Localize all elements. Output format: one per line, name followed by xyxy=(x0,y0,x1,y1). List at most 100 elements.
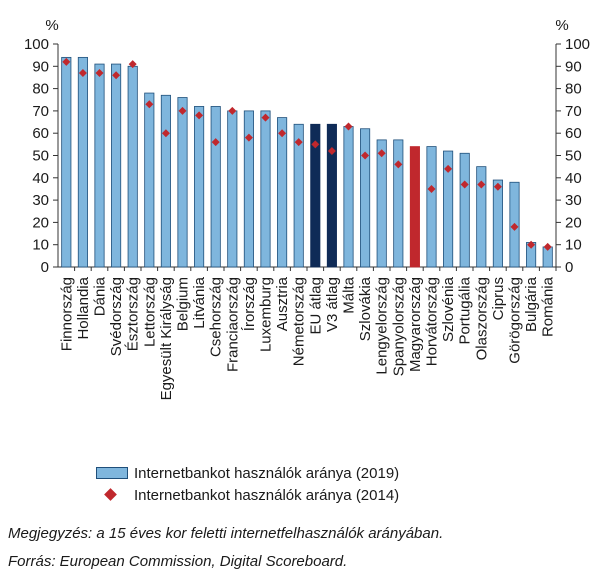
bar xyxy=(94,63,105,268)
marker xyxy=(178,106,187,115)
marker xyxy=(112,71,121,80)
bar xyxy=(393,139,404,268)
y-tick-label-right: 10 xyxy=(565,237,582,254)
bar-chart: % % 0 0 10 10 20 20 30 30 40 40 50 50 60 60 70 70 80 80 90 90… xyxy=(24,17,590,400)
y-tick-label-right: 90 xyxy=(565,58,582,75)
bar xyxy=(426,146,437,268)
y-tick-label-left: 70 xyxy=(32,103,49,120)
axes-layer xyxy=(53,43,561,271)
y-tick-label-left: 60 xyxy=(32,125,49,142)
marker xyxy=(444,164,453,173)
marker xyxy=(278,129,287,138)
marker xyxy=(78,68,87,77)
y-tick-label-right: 0 xyxy=(565,259,573,276)
x-tick-label: Lengyelország xyxy=(374,277,391,375)
marker xyxy=(294,138,303,147)
marker xyxy=(311,140,320,149)
bar xyxy=(111,63,122,268)
x-tick-label: Dánia xyxy=(92,276,109,316)
x-tick-label: Spanyolország xyxy=(390,277,407,376)
bar xyxy=(326,123,337,268)
y-tick-label-left: 0 xyxy=(41,259,49,276)
bar xyxy=(127,65,138,268)
marker xyxy=(211,138,220,147)
y-tick-label-left: 50 xyxy=(32,148,49,165)
bar xyxy=(260,110,271,268)
y-unit-right: % xyxy=(555,17,568,34)
x-tick-label: Hollandia xyxy=(75,276,92,339)
y-tick-label-right: 80 xyxy=(565,81,582,98)
legend-item-2019: Internetbankot használók aránya (2019) xyxy=(96,462,399,484)
bar xyxy=(194,106,205,268)
y-tick-label-left: 20 xyxy=(32,214,49,231)
y-tick-label-left: 90 xyxy=(32,58,49,75)
x-tick-label: Egyesült Királyság xyxy=(158,277,175,400)
x-tick-label: Csehország xyxy=(208,277,225,357)
y-tick-label-right: 100 xyxy=(565,36,590,53)
marker xyxy=(510,222,519,231)
bar xyxy=(210,106,221,268)
bar xyxy=(227,110,238,268)
labels-layer: % % 0 0 10 10 20 20 30 30 40 40 50 50 60 60 70 70 80 80 90 90… xyxy=(24,17,590,400)
y-tick-label-left: 80 xyxy=(32,81,49,98)
x-tick-label: Málta xyxy=(341,276,358,313)
notes: Megjegyzés: a 15 éves kor feletti intern… xyxy=(8,520,443,576)
x-tick-label: Írország xyxy=(241,277,258,331)
marker xyxy=(95,68,104,77)
marker xyxy=(527,240,536,249)
y-tick-label-right: 50 xyxy=(565,148,582,165)
source-text: Forrás: European Commission, Digital Sco… xyxy=(8,553,348,570)
y-unit-left: % xyxy=(45,17,58,34)
y-tick-label-right: 60 xyxy=(565,125,582,142)
bar xyxy=(360,128,371,268)
legend-label-2019: Internetbankot használók aránya (2019) xyxy=(134,464,400,482)
bar xyxy=(492,179,503,268)
marker xyxy=(161,129,170,138)
bars-layer xyxy=(61,56,553,268)
x-tick-label: Bulgária xyxy=(523,276,540,332)
bar xyxy=(277,117,288,268)
y-tick-label-right: 70 xyxy=(565,103,582,120)
legend-bar-swatch xyxy=(96,467,128,479)
x-tick-label: Olaszország xyxy=(473,277,490,360)
marker xyxy=(361,151,370,160)
x-tick-label: Németország xyxy=(291,277,308,366)
y-tick-label-left: 10 xyxy=(32,237,49,254)
x-tick-label: Magyarország xyxy=(407,277,424,372)
legend-item-2014: Internetbankot használók aránya (2014) xyxy=(96,484,399,506)
x-tick-label: Görögország xyxy=(507,277,524,364)
bar xyxy=(177,97,188,268)
marker xyxy=(344,122,353,131)
marker xyxy=(477,180,486,189)
bar xyxy=(77,56,88,268)
y-tick-label-left: 30 xyxy=(32,192,49,209)
marker xyxy=(460,180,469,189)
x-tick-label: Szlovénia xyxy=(440,276,457,342)
x-tick-label: Litvánia xyxy=(191,276,208,328)
x-tick-label: Ausztria xyxy=(274,276,291,331)
bar xyxy=(476,166,487,268)
x-tick-label: Svédország xyxy=(108,277,125,356)
x-tick-label: Luxemburg xyxy=(258,277,275,352)
bar xyxy=(144,92,155,268)
marker xyxy=(62,57,71,66)
marker xyxy=(377,149,386,158)
y-tick-label-right: 40 xyxy=(565,170,582,187)
x-tick-label: V3 átlag xyxy=(324,277,341,332)
x-tick-label: Románia xyxy=(540,276,557,337)
bar xyxy=(310,123,321,268)
bar xyxy=(459,152,470,268)
y-tick-label-left: 40 xyxy=(32,170,49,187)
bar xyxy=(343,126,354,268)
markers-layer xyxy=(62,57,552,251)
bar xyxy=(443,150,454,268)
marker xyxy=(427,184,436,193)
marker xyxy=(410,178,419,187)
y-tick-label-right: 30 xyxy=(565,192,582,209)
legend-label-2014: Internetbankot használók aránya (2014) xyxy=(134,486,400,504)
y-tick-label-left: 100 xyxy=(24,36,49,53)
marker xyxy=(327,147,336,156)
x-tick-label: Belgium xyxy=(175,277,192,331)
x-tick-label: Franciaország xyxy=(224,277,241,372)
y-tick-label-right: 20 xyxy=(565,214,582,231)
